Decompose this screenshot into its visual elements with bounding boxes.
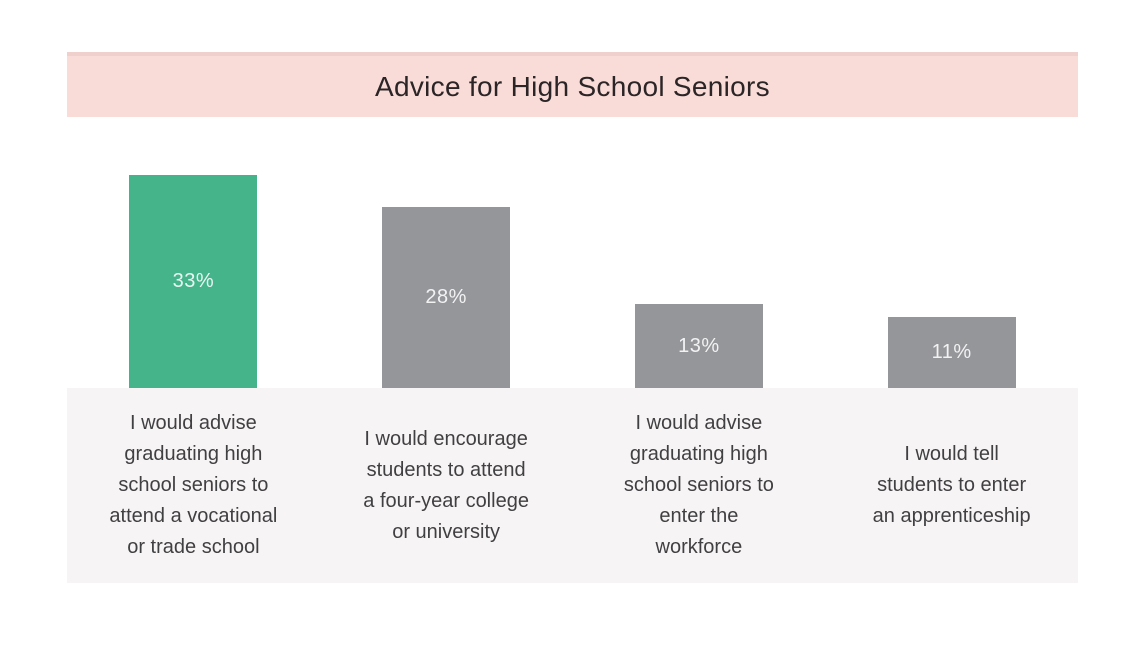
bar-value-label: 28%: [425, 286, 467, 308]
category-label-cell: I would advise graduating high school se…: [67, 388, 320, 583]
category-label-cell: I would encourage students to attend a f…: [320, 388, 573, 583]
bar-value-label: 11%: [931, 341, 972, 363]
bar-chart-plot-area: 33% 28% 13% 11%: [67, 117, 1078, 388]
bar-apprenticeship: 11%: [887, 317, 1016, 388]
bar-value-label: 33%: [172, 270, 215, 292]
category-label-cell: I would advise graduating high school se…: [573, 388, 826, 583]
bar-column-college: 28%: [320, 117, 573, 388]
category-label-cell: I would tell students to enter an appren…: [825, 388, 1078, 583]
category-label-workforce: I would advise graduating high school se…: [623, 412, 774, 558]
category-label-vocational: I would advise graduating high school se…: [109, 412, 278, 558]
bar-value-label: 13%: [678, 334, 720, 357]
bar-column-apprenticeship: 11%: [825, 117, 1078, 388]
chart-title: Advice for High School Seniors: [375, 70, 770, 102]
bar-column-vocational: 33%: [67, 117, 320, 388]
chart-title-band: Advice for High School Seniors: [67, 52, 1078, 117]
bar-four-year-college: 28%: [382, 207, 511, 388]
category-label-band: I would advise graduating high school se…: [67, 388, 1078, 583]
bar-vocational-trade-school: 33%: [129, 175, 258, 388]
bar-column-workforce: 13%: [573, 117, 826, 388]
category-label-college: I would encourage students to attend a f…: [363, 427, 529, 543]
bar-enter-workforce: 13%: [634, 304, 763, 388]
category-label-apprenticeship: I would tell students to enter an appren…: [872, 443, 1031, 527]
